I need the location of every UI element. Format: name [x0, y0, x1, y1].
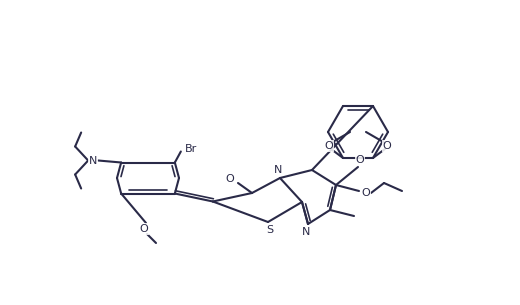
Text: O: O: [140, 224, 148, 234]
Text: O: O: [383, 141, 392, 151]
Text: O: O: [226, 174, 235, 184]
Text: N: N: [274, 165, 282, 175]
Text: O: O: [356, 155, 365, 165]
Text: S: S: [266, 225, 274, 235]
Text: N: N: [89, 156, 97, 166]
Text: N: N: [302, 227, 310, 237]
Text: Br: Br: [185, 143, 197, 153]
Text: O: O: [324, 141, 333, 151]
Text: O: O: [361, 188, 370, 198]
